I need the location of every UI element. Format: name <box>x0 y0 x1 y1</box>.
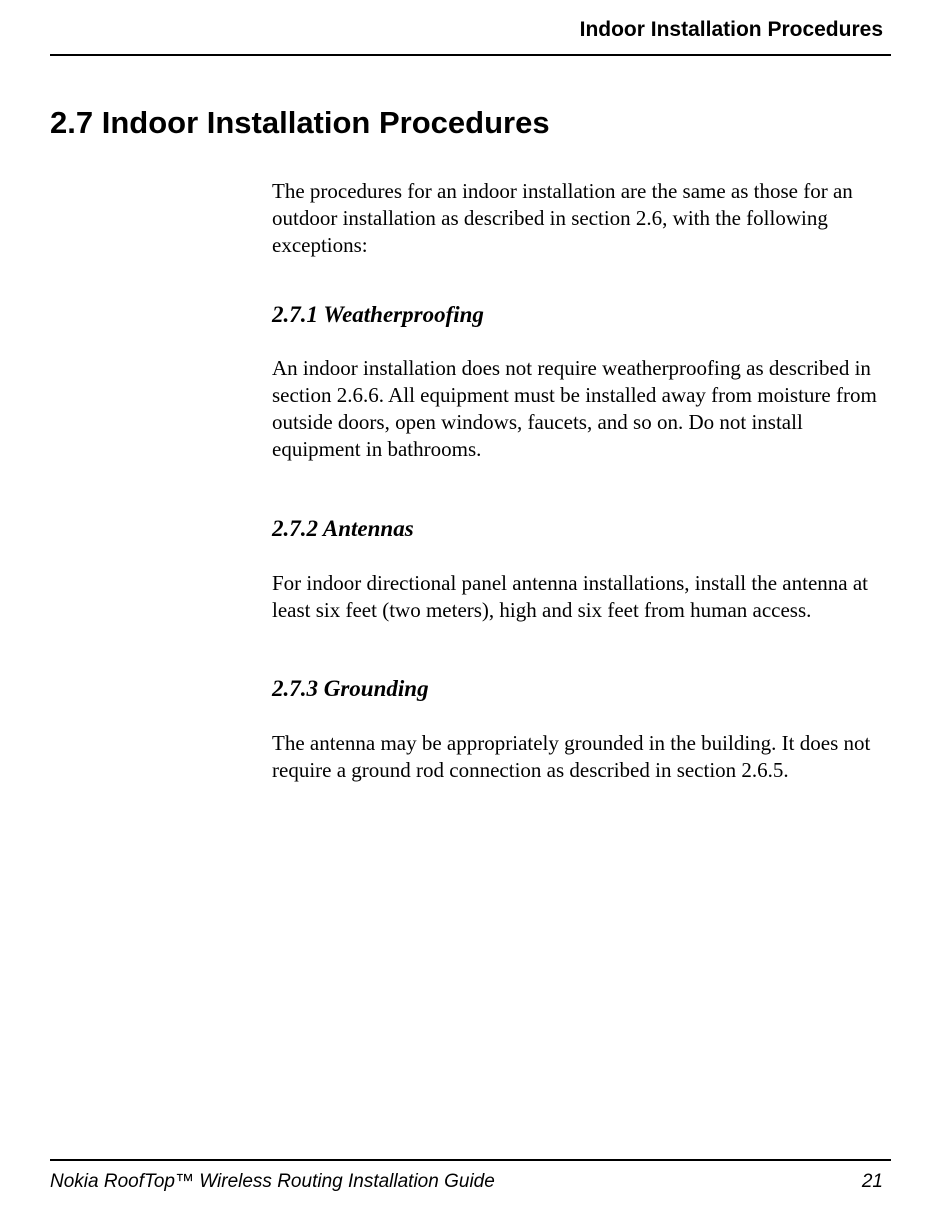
subsection-body-grounding: The antenna may be appropriately grounde… <box>272 730 884 784</box>
subsection-title-weatherproofing: 2.7.1 Weatherproofing <box>272 302 484 328</box>
subsection-title-antennas: 2.7.2 Antennas <box>272 516 414 542</box>
section-title: 2.7 Indoor Installation Procedures <box>50 105 550 141</box>
footer-title: Nokia RoofTop™ Wireless Routing Installa… <box>50 1171 495 1193</box>
subsection-body-antennas: For indoor directional panel antenna ins… <box>272 570 884 624</box>
footer-page-number: 21 <box>862 1171 883 1193</box>
bottom-rule <box>50 1159 891 1161</box>
top-rule <box>50 54 891 56</box>
subsection-body-weatherproofing: An indoor installation does not require … <box>272 355 884 463</box>
running-header: Indoor Installation Procedures <box>580 18 883 42</box>
page: Indoor Installation Procedures 2.7 Indoo… <box>0 0 941 1217</box>
subsection-title-grounding: 2.7.3 Grounding <box>272 676 429 702</box>
section-intro: The procedures for an indoor installatio… <box>272 178 884 259</box>
